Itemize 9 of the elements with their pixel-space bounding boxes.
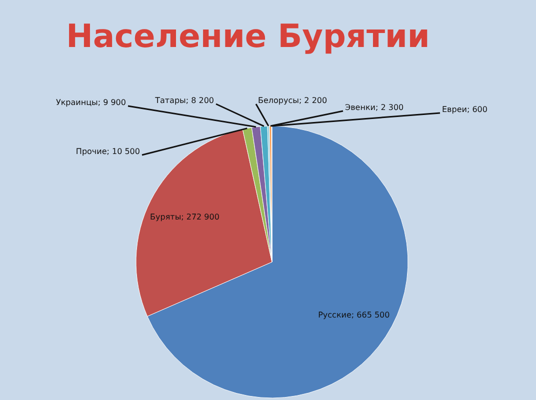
slice-label: Белорусы; 2 200: [258, 96, 328, 105]
slice-label: Татары; 8 200: [154, 96, 214, 105]
slice-label: Украинцы; 9 900: [56, 98, 126, 107]
slice-label: Прочие; 10 500: [76, 147, 140, 156]
slice-label: Буряты; 272 900: [150, 212, 220, 222]
slice-label: Евреи; 600: [442, 105, 488, 114]
chart-title: Население Бурятии: [66, 17, 430, 55]
slice-label: Русские; 665 500: [318, 310, 390, 320]
slice-label: Эвенки; 2 300: [345, 103, 404, 112]
